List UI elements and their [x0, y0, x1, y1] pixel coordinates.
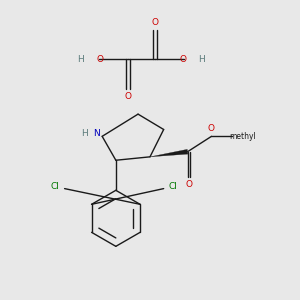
Text: Cl: Cl: [51, 182, 59, 191]
Text: N: N: [93, 129, 99, 138]
Text: O: O: [207, 124, 214, 133]
Text: O: O: [185, 180, 192, 189]
Text: H: H: [199, 55, 205, 64]
Text: O: O: [97, 55, 104, 64]
Text: H: H: [78, 55, 84, 64]
Polygon shape: [150, 149, 188, 157]
Text: O: O: [124, 92, 131, 100]
Text: Cl: Cl: [169, 182, 178, 191]
Text: methyl: methyl: [229, 132, 256, 141]
Text: H: H: [81, 129, 88, 138]
Text: O: O: [152, 18, 159, 27]
Text: O: O: [179, 55, 186, 64]
